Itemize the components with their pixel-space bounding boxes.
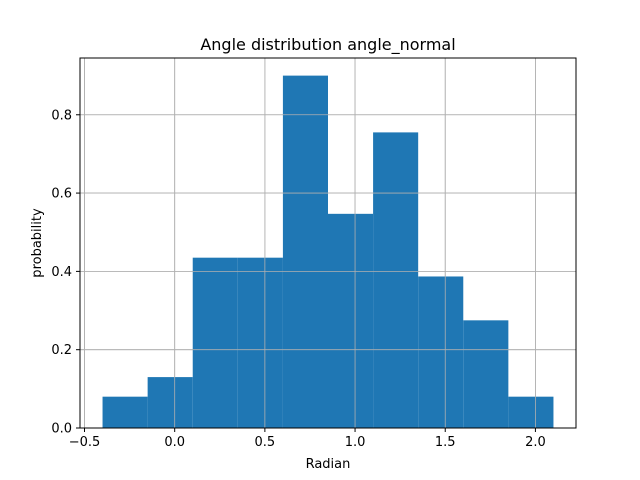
histogram-bar xyxy=(192,257,238,428)
plot-frame xyxy=(79,57,577,429)
histogram-bar xyxy=(508,396,554,428)
histogram-bar xyxy=(102,396,148,428)
histogram-bar xyxy=(237,257,283,428)
histogram-bar xyxy=(418,276,464,428)
ticks-layer: −0.5 0.0 0.5 1.0 1.5 2.00.00.20.40.60.8 xyxy=(51,108,545,450)
histogram-bar xyxy=(328,213,374,428)
y-axis-label: probability xyxy=(30,208,45,278)
histogram-bar xyxy=(147,377,193,428)
y-tick-label: 0.6 xyxy=(51,187,72,202)
y-tick-label: 0.0 xyxy=(51,422,72,437)
x-axis-label: Radian xyxy=(306,457,351,472)
x-tick-label: 0.0 xyxy=(164,435,185,450)
x-tick-label: −0.5 xyxy=(69,435,101,450)
x-tick-label: 0.5 xyxy=(255,435,276,450)
histogram-bar xyxy=(282,75,328,428)
x-tick-label: 1.0 xyxy=(345,435,366,450)
y-tick-label: 0.2 xyxy=(51,343,72,358)
histogram-bar xyxy=(463,320,509,428)
x-tick-label: 1.5 xyxy=(435,435,456,450)
bars-layer xyxy=(80,58,576,429)
chart-title: Angle distribution angle_normal xyxy=(200,35,455,55)
histogram-bar xyxy=(373,132,419,428)
x-tick-label: 2.0 xyxy=(525,435,546,450)
y-tick-label: 0.4 xyxy=(51,265,72,280)
y-tick-label: 0.8 xyxy=(51,108,72,123)
